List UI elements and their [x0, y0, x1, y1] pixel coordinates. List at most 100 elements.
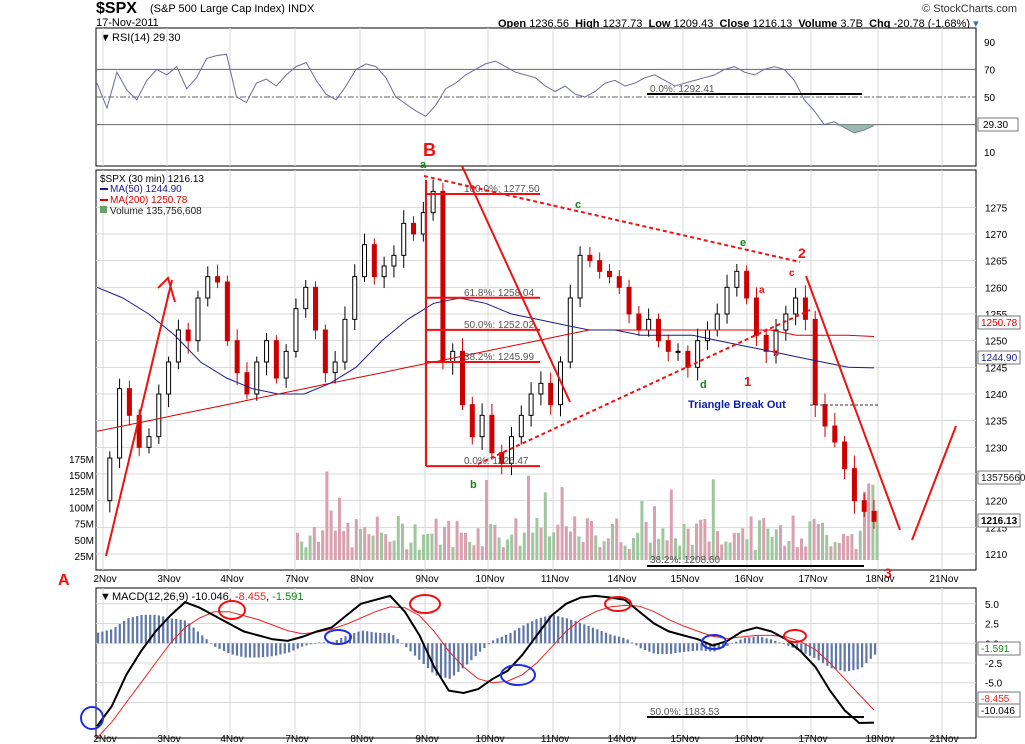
price-tick-label: 1265 [985, 257, 1008, 268]
macd-hist-bar [496, 638, 499, 644]
macd-hist-bar [292, 643, 295, 651]
triangle-breakout-label: Triangle Break Out [688, 399, 786, 411]
macd-hist-bar [830, 643, 833, 669]
price-tick-label: 1250 [985, 337, 1008, 348]
macd-hist-bar [743, 638, 746, 644]
macd-hist-bar [361, 630, 364, 644]
macd-hist-bar [183, 620, 186, 644]
price-last-label: 135756608 [981, 473, 1025, 484]
x-label: 7Nov [285, 574, 308, 585]
volume-bar [308, 535, 312, 560]
macd-hist-bar [309, 643, 312, 645]
macd-hist-bar [127, 618, 130, 644]
candle-body [646, 318, 652, 331]
macd-hist-bar [691, 643, 694, 651]
volume-bar [501, 547, 505, 560]
x-label: 4Nov [220, 734, 243, 744]
macd-hist-bar [283, 643, 286, 654]
volume-bar [380, 532, 383, 560]
volume-bar [438, 544, 442, 560]
volume-bar [312, 527, 316, 560]
macd-title: MACD(12,26,9) -10.046, -8.455, -1.591 [112, 591, 303, 603]
volume-bar [842, 534, 845, 560]
open-label: Open [498, 18, 527, 30]
macd-hist-bar [531, 621, 534, 644]
macd-line [96, 594, 875, 727]
wave-label-1: 1 [744, 374, 751, 389]
volume-bar [409, 542, 413, 560]
wave-label-e: e [740, 237, 746, 249]
macd-hist-bar [696, 643, 699, 651]
macd-hist-bar [774, 640, 777, 644]
volume-bar [329, 510, 333, 560]
macd-hist-bar [635, 643, 638, 646]
macd-hist-bar [839, 643, 842, 671]
macd-hist-bar [144, 614, 147, 644]
price-tick-label: 1235 [985, 417, 1008, 428]
dropdown-arrow-icon[interactable]: ▾ [973, 18, 979, 30]
candle-body [675, 350, 681, 353]
macd-hist-bar [244, 643, 247, 658]
candle-body [812, 318, 818, 406]
price-last-box [977, 513, 1021, 528]
candle-body [460, 350, 466, 406]
macd-hist-bar [756, 636, 759, 644]
candle-body [175, 329, 181, 363]
candle-body [528, 393, 534, 416]
macd-hist-bar [687, 643, 690, 652]
macd-hist-bar [500, 636, 503, 644]
volume-bar [678, 545, 682, 560]
macd-hist-bar [188, 623, 191, 644]
x-label: 21Nov [930, 734, 959, 744]
price-last-label: 1244.90 [981, 353, 1018, 364]
ohlc-summary: Open 1236.56 High 1237.73 Low 1209.43 Cl… [498, 17, 979, 30]
volume-bar [346, 523, 350, 560]
macd-hist-bar [301, 643, 304, 647]
volume-bar [737, 532, 740, 560]
macd-hist-bar [279, 643, 282, 655]
volume-bar [833, 542, 837, 560]
macd-hist-bar [617, 636, 621, 644]
candle-body [665, 340, 671, 352]
rsi-line [96, 53, 875, 134]
volume-bar [821, 522, 824, 560]
x-label: 18Nov [866, 574, 895, 585]
volume-bar [422, 534, 425, 560]
candle-body [606, 270, 612, 278]
candle-body [695, 340, 701, 368]
macd-hist-bar [778, 642, 781, 644]
candle-body [440, 190, 446, 363]
macd-hist-bar [752, 636, 755, 644]
macd-hist-bar [683, 643, 686, 652]
volume-bar [485, 480, 488, 560]
macd-hist-bar [661, 643, 664, 654]
price-tick-label: 1230 [985, 443, 1008, 454]
candle-body [587, 254, 593, 262]
index-name: (S&P 500 Large Cap Index) [150, 3, 285, 15]
volume-bar [665, 540, 669, 560]
macd-hist-bar [110, 629, 113, 644]
candle-body [548, 382, 554, 406]
macd-title-icon: ▼ [100, 591, 111, 603]
macd-hist-bar [179, 619, 182, 644]
candle-body [381, 265, 387, 278]
macd-hist-bar [861, 643, 864, 668]
candle-body [851, 468, 857, 502]
macd-hist-bar [123, 620, 126, 644]
volume-bar [800, 538, 803, 560]
candle-body [861, 500, 867, 512]
macd-hist-bar [848, 643, 851, 672]
macd-hist-bar [713, 643, 716, 652]
volume-bar [795, 547, 799, 560]
macd-last-label: -8.455 [981, 694, 1010, 705]
macd-circle-red-1 [218, 600, 246, 620]
volume-bar [405, 549, 409, 560]
macd-hist-bar [105, 630, 108, 644]
macd-circles [80, 594, 807, 730]
macd-hist-bar [578, 622, 581, 644]
macd-hist-bar [782, 643, 785, 645]
macd-tick-label: 2.5 [985, 620, 999, 631]
macd-hist-bar [374, 632, 377, 644]
fib-label: 38.2%: 1208.60 [650, 555, 720, 566]
x-label: 8Nov [350, 734, 373, 744]
